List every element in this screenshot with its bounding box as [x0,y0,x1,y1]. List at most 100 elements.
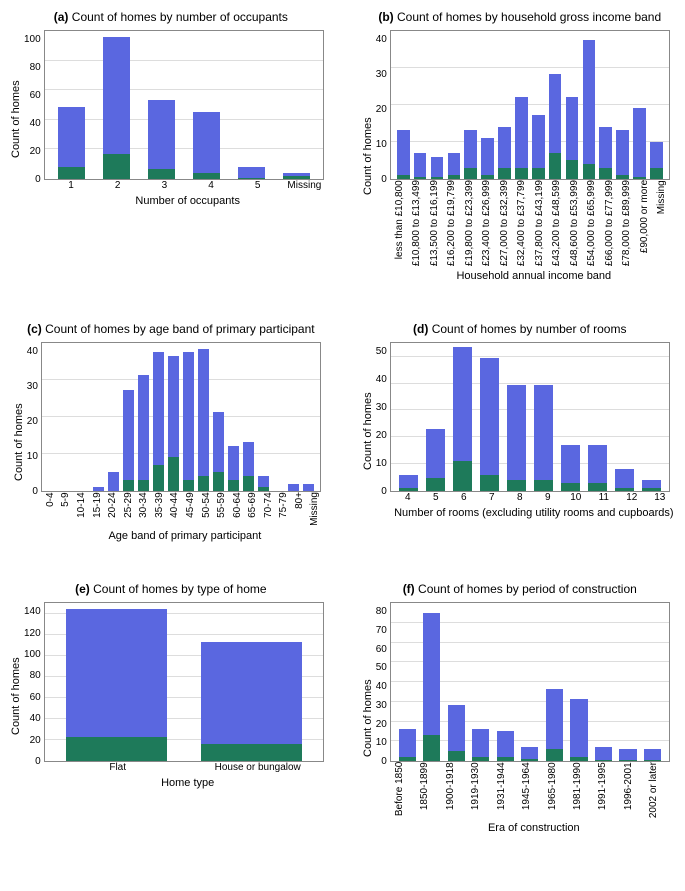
bar-segment-primary [561,445,580,483]
bar-segment-primary [148,100,175,169]
bar-segment-secondary [153,465,164,491]
y-tick-label: 20 [376,720,387,730]
bar [201,642,302,761]
y-tick-label: 40 [27,347,38,357]
bar-segment-primary [644,749,661,760]
bar-slot [493,603,518,761]
bar-segment-primary [201,642,302,744]
bar-slot [444,603,469,761]
panel-letter: (f) [403,582,415,596]
bars-container [391,31,669,179]
x-tick-label: 25-29 [123,492,139,526]
bar-segment-secondary [515,168,528,179]
bar-segment-primary [399,729,416,757]
x-tick-label: 70-74 [263,492,279,526]
bar [58,107,85,179]
x-tick-label: 60-64 [232,492,248,526]
bar-segment-secondary [258,487,269,491]
bar-segment-secondary [616,175,629,179]
x-tick-label: 80+ [294,492,310,526]
bar-segment-secondary [193,173,220,179]
bar [183,352,194,491]
y-tick-label: 60 [24,91,41,101]
bar-segment-secondary [198,476,209,491]
bar-slot [648,31,665,179]
bar-segment-secondary [103,154,130,180]
y-tick-label: 20 [27,417,38,427]
bar-slot [395,31,412,179]
bars-container [391,603,669,761]
bar [507,385,526,491]
y-tick-label: 10 [376,738,387,748]
bar-slot [564,31,581,179]
bar-segment-secondary [644,760,661,761]
bar-segment-primary [532,115,545,168]
bar-segment-primary [583,40,596,164]
bar-slot [76,343,91,491]
bar-segment-primary [228,446,239,480]
x-tick-label: 3 [141,180,188,191]
bar [414,153,427,179]
x-tick-label: 20-24 [107,492,123,526]
bar-segment-secondary [414,177,427,179]
y-tick-label: 0 [376,175,387,185]
bar-segment-primary [498,127,511,168]
bar-slot [584,343,611,491]
bar-segment-primary [570,699,587,757]
bar-segment-secondary [561,483,580,491]
bar-segment-primary [153,352,164,465]
bar-slot [106,343,121,491]
plot-column: 12345MissingNumber of occupants [44,30,332,207]
bar-segment-secondary [228,480,239,491]
bar-segment-primary [198,349,209,477]
bar [619,749,636,761]
bar [549,74,562,179]
y-tick-label: 10 [376,459,387,469]
x-tick-label: 11 [590,492,618,503]
chart-wrap: Count of homes01020304050607080Before 18… [362,602,678,834]
bar-segment-primary [423,613,440,735]
bar-slot [151,343,166,491]
bar [103,37,130,180]
x-tick-label: 1945-1964 [521,762,546,818]
bar-segment-secondary [283,176,310,179]
x-tick-label: 2002 or later [648,762,673,818]
y-tick-label: 80 [24,671,41,681]
bar [397,130,410,179]
x-tick-label: £10,800 to £13,499 [411,180,429,266]
bar [615,469,634,491]
bar-slot [256,343,271,491]
bar-slot [496,31,513,179]
panel-title-text: Count of homes by period of construction [415,582,637,596]
bar-segment-secondary [521,759,538,761]
bar-segment-primary [616,130,629,175]
bar-slot [638,343,665,491]
y-axis-label: Count of homes [10,616,22,776]
bar-segment-secondary [480,475,499,491]
chart-wrap: Count of homes02040608010012345MissingNu… [10,30,332,207]
bar-segment-primary [288,484,299,492]
bar-segment-secondary [243,476,254,491]
bar-segment-secondary [532,168,545,179]
bar-segment-primary [464,130,477,168]
y-tick-label: 60 [376,645,387,655]
bar-segment-secondary [498,168,511,179]
bar-segment-primary [448,705,465,751]
panel-letter: (c) [27,322,42,336]
x-tick-label: £27,000 to £32,399 [499,180,517,266]
x-tick-label: 8 [506,492,534,503]
bar-slot [530,31,547,179]
x-tick-label: 1919-1930 [470,762,495,818]
x-axis-label: Era of construction [390,822,678,834]
bar-segment-primary [549,74,562,153]
plot-area [41,342,321,492]
y-tick-label: 60 [24,693,41,703]
bar-segment-primary [650,142,663,168]
bars-container [45,31,323,179]
x-ticks: Before 18501850-18991900-19181919-193019… [390,762,678,818]
bar-slot [530,343,557,491]
bar-slot [49,31,94,179]
y-tick-label: 80 [376,607,387,617]
bar-segment-primary [243,442,254,476]
bar-slot [229,31,274,179]
